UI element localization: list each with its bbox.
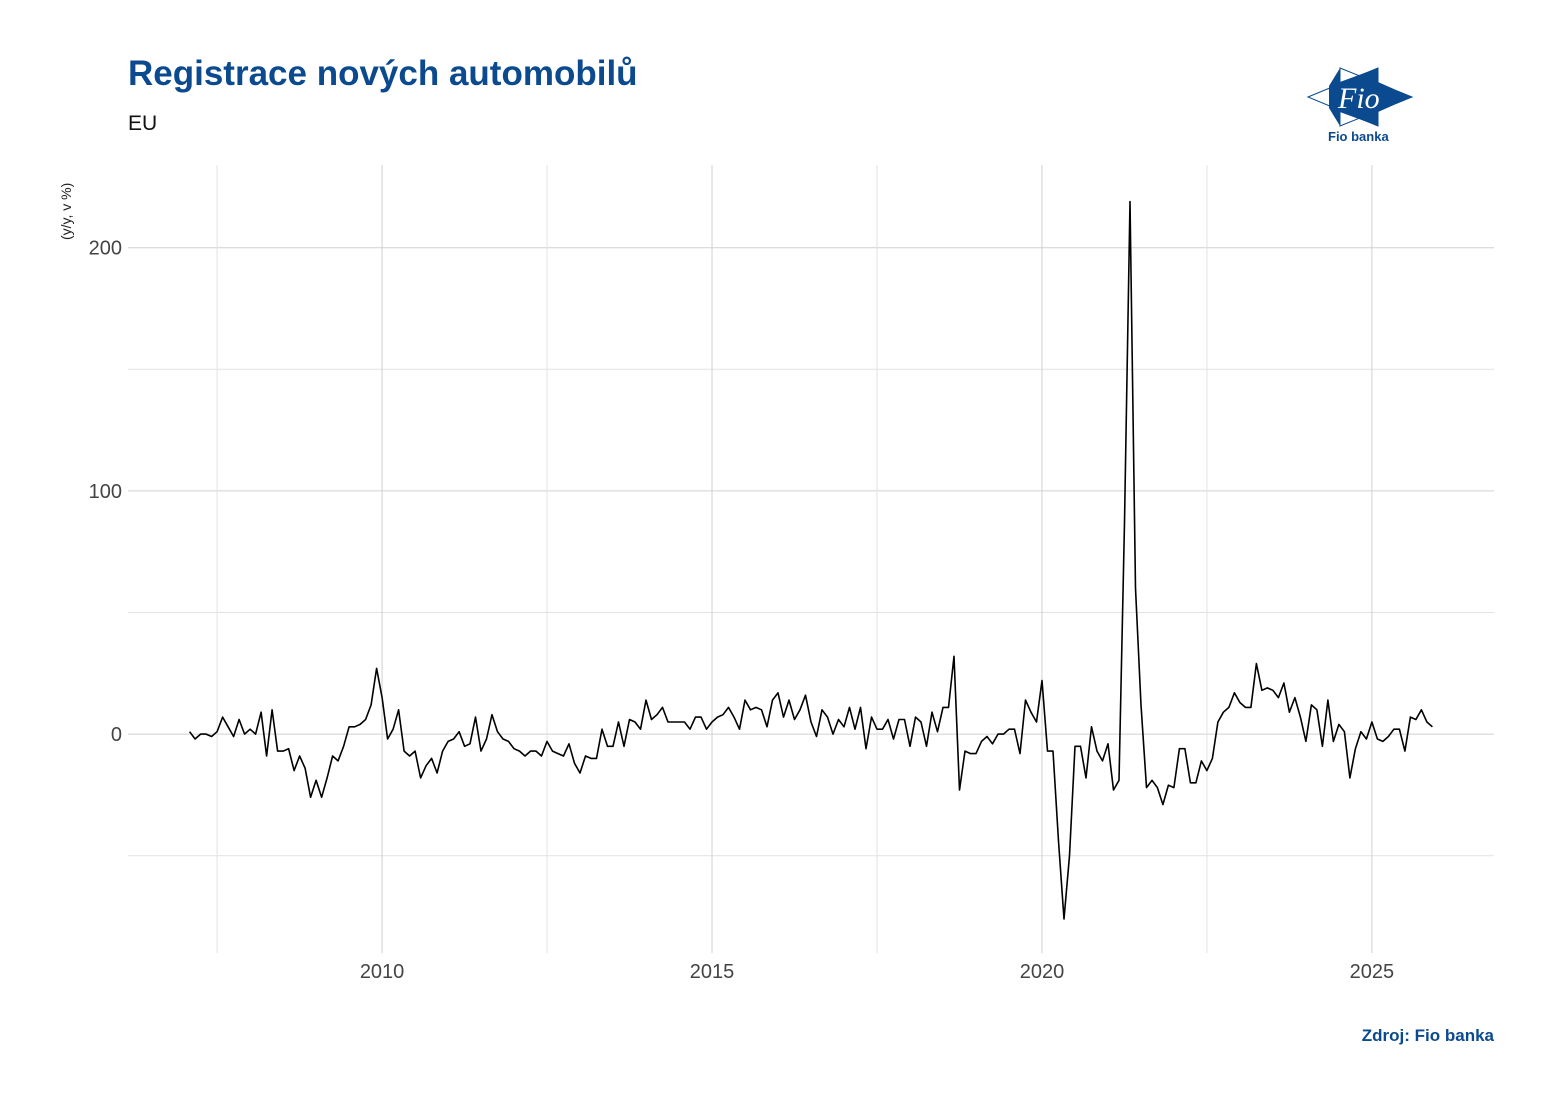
y-tick-label: 200 (89, 238, 122, 260)
y-tick-label: 0 (111, 724, 122, 746)
chart-subtitle: EU (128, 112, 158, 135)
chart-title: Registrace nových automobilů (128, 54, 638, 93)
fio-logo: Fio (1306, 67, 1414, 127)
logo-caption: Fio banka (1328, 129, 1389, 144)
x-tick-label: 2015 (690, 961, 735, 983)
y-tick-label: 100 (89, 481, 122, 503)
x-tick-label: 2020 (1020, 961, 1065, 983)
grid (128, 165, 1494, 953)
source-note: Zdroj: Fio banka (1361, 1026, 1494, 1045)
tick-labels: 0 100 200 2010 2015 2020 2025 (89, 238, 1395, 983)
x-tick-label: 2025 (1350, 961, 1395, 983)
x-tick-label: 2010 (360, 961, 405, 983)
svg-text:Fio: Fio (1337, 82, 1380, 115)
series (188, 200, 1433, 920)
series-line (188, 200, 1433, 920)
